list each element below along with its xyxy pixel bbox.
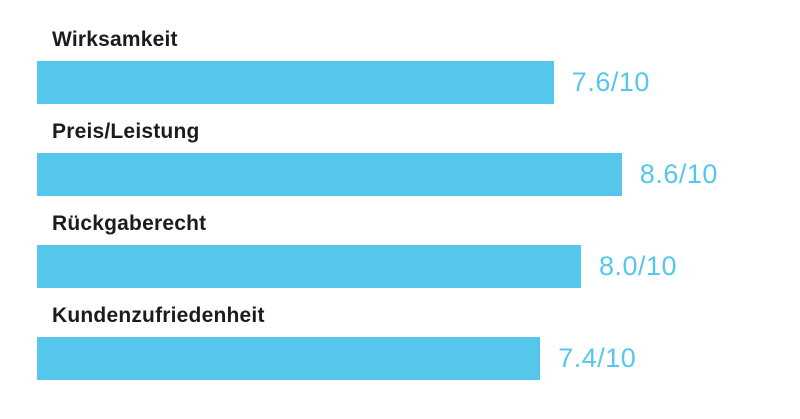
rating-row-wirksamkeit: Wirksamkeit 7.6/10 — [0, 27, 800, 104]
rating-bar — [37, 245, 581, 288]
rating-bar-line: 7.6/10 — [37, 61, 800, 104]
rating-bar — [37, 153, 622, 196]
rating-category-label: Wirksamkeit — [52, 28, 178, 51]
rating-value-label: 8.6/10 — [639, 159, 718, 189]
rating-value-label: 7.6/10 — [571, 67, 650, 97]
rating-category-label: Rückgaberecht — [52, 212, 207, 235]
rating-bar-line: 7.4/10 — [37, 337, 800, 380]
rating-bar-chart: Wirksamkeit 7.6/10 Preis/Leistung 8.6/10… — [0, 27, 800, 380]
rating-value-label: 7.4/10 — [558, 343, 637, 373]
rating-bar — [37, 337, 541, 380]
rating-row-preis-leistung: Preis/Leistung 8.6/10 — [0, 119, 800, 196]
rating-bar-line: 8.6/10 — [37, 153, 800, 196]
rating-value-label: 8.0/10 — [599, 251, 678, 281]
rating-category-label: Preis/Leistung — [52, 120, 200, 143]
rating-category-label: Kundenzufriedenheit — [52, 304, 265, 327]
rating-row-rueckgaberecht: Rückgaberecht 8.0/10 — [0, 211, 800, 288]
rating-row-kundenzufriedenheit: Kundenzufriedenheit 7.4/10 — [0, 303, 800, 380]
rating-bar — [37, 61, 554, 104]
rating-bar-line: 8.0/10 — [37, 245, 800, 288]
